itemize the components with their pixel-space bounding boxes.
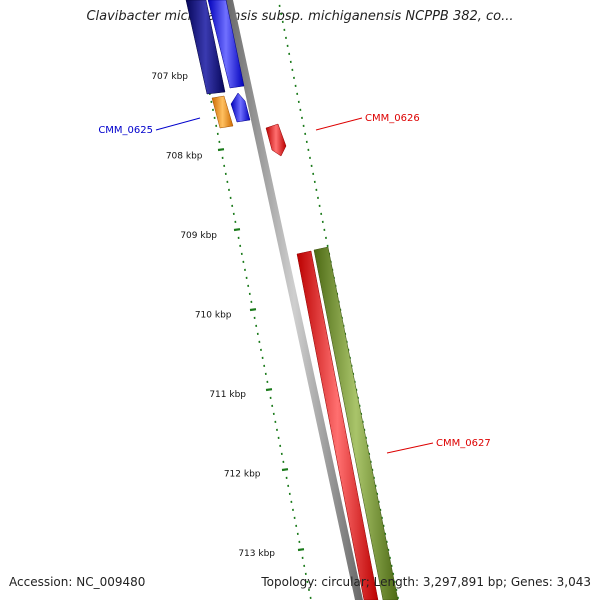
scale-label: 708 kbp — [166, 152, 203, 162]
scale-label: 707 kbp — [151, 72, 188, 82]
major-tick — [281, 468, 289, 472]
gene-label-cmm-0626[interactable]: CMM_0626 — [365, 113, 420, 124]
gene-feature-blue[interactable] — [207, 0, 245, 89]
scale-label: 710 kbp — [195, 311, 232, 321]
scale-label: 709 kbp — [180, 231, 217, 241]
major-tick — [217, 148, 225, 152]
major-tick — [249, 308, 257, 312]
gene-feature-red-cmm-0627[interactable] — [296, 250, 379, 600]
cmm-0626-leader-line — [315, 117, 363, 131]
gene-feature-navy[interactable] — [185, 0, 226, 95]
scale-labels: 707 kbp 708 kbp 709 kbp 710 kbp 711 kbp 712 k… — [151, 72, 275, 559]
gene-label-cmm-0625[interactable]: CMM_0625 — [98, 125, 153, 136]
major-tick — [297, 548, 305, 552]
gene-label-cmm-0627[interactable]: CMM_0627 — [436, 438, 491, 449]
scale-label: 711 kbp — [209, 390, 246, 400]
genome-backbone — [225, 0, 363, 600]
scale-label: 713 kbp — [238, 549, 275, 559]
gene-feature-red-cmm-0626[interactable] — [265, 123, 287, 157]
cmm-0625-leader-line — [155, 117, 201, 131]
cmm-0627-leader-line — [386, 442, 434, 454]
gene-feature-blue-arrow[interactable] — [230, 92, 251, 123]
gene-feature-orange-cmm-0625[interactable] — [211, 95, 234, 129]
accession-text: Accession: NC_009480 — [9, 575, 146, 589]
major-tick — [233, 228, 241, 232]
topology-text: Topology: circular; Length: 3,297,891 bp… — [261, 575, 591, 589]
scale-label: 712 kbp — [224, 470, 261, 480]
major-tick — [265, 388, 273, 392]
gene-feature-olive[interactable] — [313, 246, 399, 600]
